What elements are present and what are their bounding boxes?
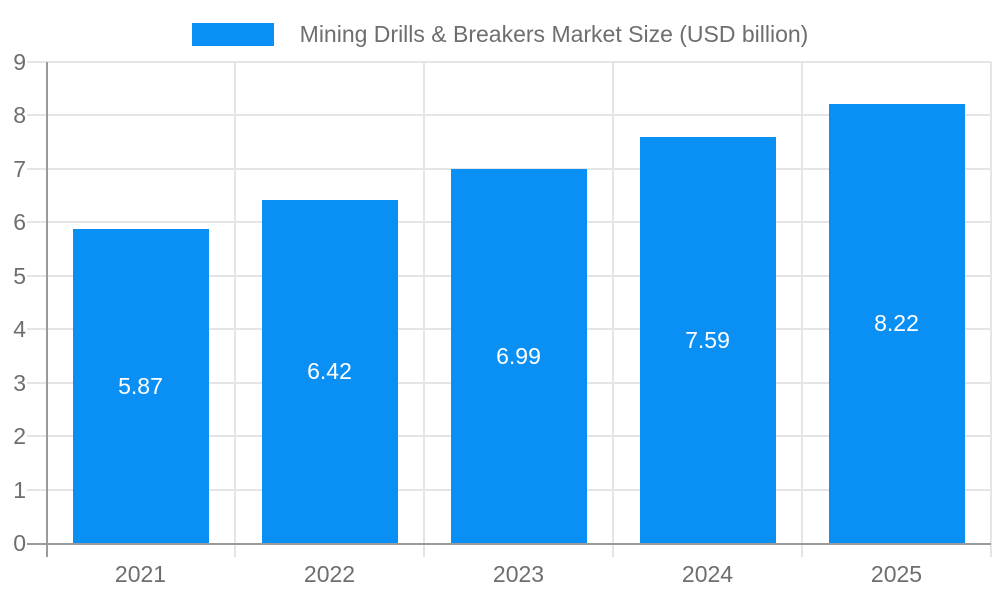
bar-value-label: 6.42: [307, 358, 352, 385]
bar-value-label: 6.99: [496, 343, 541, 370]
bar-value-label: 5.87: [118, 373, 163, 400]
legend-swatch-icon: [191, 22, 274, 46]
y-tick-label: 4: [13, 316, 26, 343]
x-axis-line: [27, 543, 991, 545]
y-gridline: [27, 61, 991, 63]
chart-legend: Mining Drills & Breakers Market Size (US…: [0, 21, 1000, 47]
y-tick-label: 8: [13, 102, 26, 129]
x-gridline: [801, 62, 803, 557]
x-tick-label: 2022: [303, 561, 356, 587]
x-tick-label: 2021: [114, 561, 167, 587]
bar-2022[interactable]: [261, 199, 398, 543]
y-axis-line: [46, 62, 48, 557]
bar-value-label: 7.59: [685, 327, 730, 354]
y-tick-label: 7: [13, 155, 26, 182]
legend-item[interactable]: Mining Drills & Breakers Market Size (US…: [191, 21, 809, 47]
legend-label: Mining Drills & Breakers Market Size (US…: [299, 21, 809, 47]
x-tick-label: 2023: [492, 561, 545, 587]
x-tick-label: 2024: [681, 561, 734, 587]
x-gridline: [990, 62, 992, 557]
bar-2025[interactable]: [828, 103, 965, 543]
y-gridline: [27, 114, 991, 117]
bar-value-label: 8.22: [874, 310, 919, 337]
y-gridline: [27, 167, 991, 170]
y-tick-label: 1: [13, 476, 26, 503]
y-tick-label: 6: [13, 209, 26, 236]
y-tick-label: 5: [13, 262, 26, 289]
y-tick-label: 3: [13, 369, 26, 396]
plot-area: 5.87 6.42 6.99 7.59 8.22: [27, 61, 992, 557]
x-gridline: [423, 62, 425, 557]
y-tick-label: 2: [13, 423, 26, 450]
bar-2021[interactable]: [72, 229, 209, 543]
y-tick-label: 9: [13, 49, 26, 75]
x-tick-label: 2025: [870, 561, 923, 587]
y-tick-label: 0: [13, 530, 26, 556]
bar-2024[interactable]: [639, 137, 776, 543]
bar-2023[interactable]: [450, 169, 587, 543]
x-gridline: [612, 62, 614, 557]
x-gridline: [234, 62, 236, 557]
